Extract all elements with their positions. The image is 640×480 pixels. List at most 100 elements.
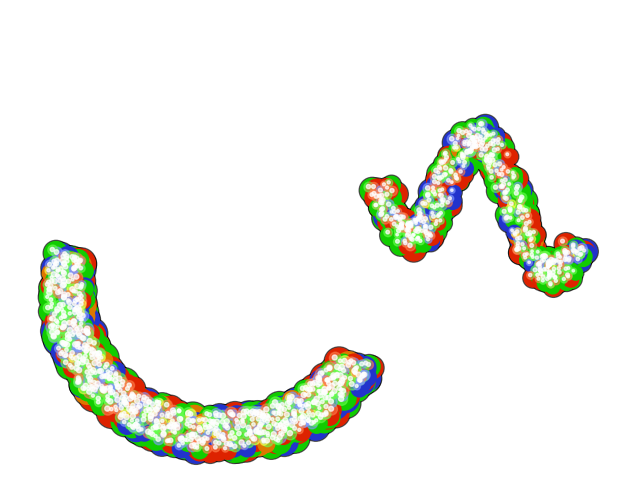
Circle shape [323,366,331,375]
Circle shape [488,158,492,162]
Circle shape [120,376,146,402]
Circle shape [72,349,102,378]
Circle shape [500,184,504,188]
Circle shape [54,258,60,263]
Circle shape [415,225,434,243]
Circle shape [76,378,81,382]
Circle shape [236,413,255,432]
Circle shape [59,293,70,303]
Circle shape [456,157,460,160]
Circle shape [47,327,58,338]
Circle shape [405,228,409,232]
Circle shape [548,282,554,288]
Circle shape [536,264,544,271]
Circle shape [463,133,486,156]
Circle shape [436,215,440,217]
Circle shape [384,228,392,237]
Circle shape [469,139,485,156]
Circle shape [397,213,406,222]
Circle shape [300,399,303,403]
Circle shape [380,224,402,247]
Circle shape [180,436,184,440]
Circle shape [434,189,450,205]
Circle shape [81,345,93,357]
Circle shape [113,400,137,423]
Circle shape [319,386,332,398]
Circle shape [63,330,74,341]
Circle shape [444,173,447,176]
Circle shape [212,420,216,423]
Circle shape [61,358,71,368]
Circle shape [344,353,365,374]
Circle shape [557,271,561,274]
Circle shape [139,391,161,413]
Circle shape [533,258,551,276]
Circle shape [538,248,561,272]
Circle shape [193,414,211,432]
Circle shape [193,432,197,437]
Circle shape [40,277,62,299]
Circle shape [390,220,399,228]
Circle shape [118,407,137,426]
Circle shape [276,439,280,442]
Circle shape [364,360,374,370]
Circle shape [260,436,268,444]
Circle shape [294,410,322,438]
Circle shape [432,175,436,179]
Circle shape [58,255,69,267]
Circle shape [282,398,294,410]
Circle shape [428,208,442,222]
Circle shape [269,419,280,429]
Circle shape [477,133,495,152]
Circle shape [508,207,514,214]
Circle shape [403,221,421,239]
Circle shape [458,152,467,161]
Circle shape [458,137,477,156]
Circle shape [116,385,120,389]
Circle shape [179,417,183,420]
Circle shape [68,303,88,323]
Circle shape [532,257,551,276]
Circle shape [424,227,428,230]
Circle shape [550,272,557,279]
Circle shape [470,137,484,151]
Circle shape [269,411,292,434]
Circle shape [271,404,275,408]
Circle shape [54,288,82,316]
Circle shape [145,397,148,400]
Circle shape [429,202,445,218]
Circle shape [316,376,320,380]
Circle shape [422,233,439,251]
Circle shape [64,308,81,325]
Circle shape [553,276,557,279]
Circle shape [524,237,547,261]
Circle shape [311,394,323,406]
Circle shape [351,372,375,395]
Circle shape [360,370,368,378]
Circle shape [50,324,72,346]
Circle shape [79,299,83,302]
Circle shape [513,182,522,192]
Circle shape [113,378,118,383]
Circle shape [504,191,506,193]
Circle shape [433,180,436,184]
Circle shape [324,380,354,410]
Circle shape [461,141,468,148]
Circle shape [236,437,248,449]
Circle shape [47,276,57,286]
Circle shape [528,235,536,242]
Circle shape [287,420,299,432]
Circle shape [168,415,194,442]
Circle shape [524,257,538,272]
Circle shape [146,411,177,442]
Circle shape [516,211,536,231]
Circle shape [527,260,532,265]
Circle shape [197,417,219,439]
Circle shape [324,376,333,384]
Circle shape [239,440,255,457]
Circle shape [74,356,79,361]
Circle shape [298,414,310,426]
Circle shape [269,416,276,423]
Circle shape [85,353,114,382]
Circle shape [187,436,196,445]
